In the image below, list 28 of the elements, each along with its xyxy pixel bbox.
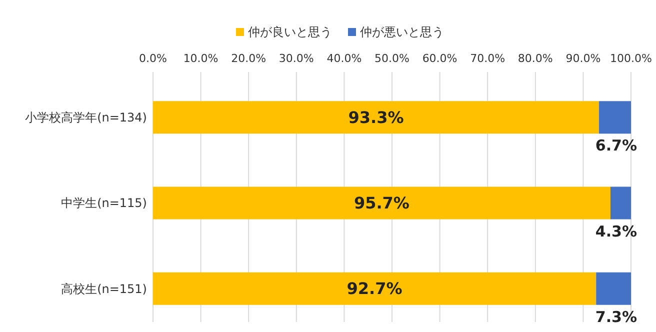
x-tick-label: 90.0%: [566, 52, 601, 65]
x-tick-label: 0.0%: [139, 52, 167, 65]
data-label: 6.7%: [595, 136, 637, 155]
data-label: 4.3%: [595, 222, 637, 240]
x-tick-label: 60.0%: [422, 52, 458, 65]
x-tick-label: 50.0%: [374, 52, 410, 65]
x-tick-label: 70.0%: [470, 52, 506, 65]
x-tick-label: 20.0%: [231, 52, 266, 65]
y-tick-label: 中学生(n=115): [61, 196, 147, 210]
data-label: 95.7%: [354, 194, 410, 213]
bar: [153, 101, 599, 134]
bar: [153, 186, 610, 220]
bar: [598, 101, 631, 134]
x-tick-label: 10.0%: [183, 52, 218, 65]
legend-label: 仲が悪いと思う: [360, 25, 444, 40]
data-label: 92.7%: [346, 279, 402, 298]
bar: [153, 272, 596, 305]
data-label: 93.3%: [348, 108, 404, 127]
x-tick-label: 100.0%: [610, 52, 652, 65]
y-tick-label: 小学校高学年(n=134): [25, 110, 147, 125]
legend-label: 仲が良いと思う: [248, 25, 332, 40]
x-tick-label: 30.0%: [278, 52, 314, 65]
x-tick-label: 80.0%: [518, 52, 553, 65]
y-tick-label: 高校生(n=151): [61, 282, 147, 296]
bar: [610, 186, 631, 220]
x-tick-label: 40.0%: [326, 52, 362, 65]
data-label: 7.3%: [595, 308, 637, 326]
bar: [596, 272, 631, 305]
